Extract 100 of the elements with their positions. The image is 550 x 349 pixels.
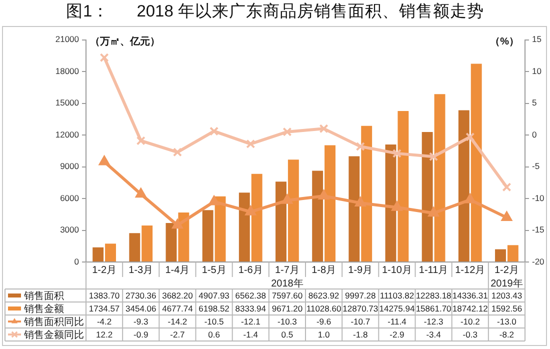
data-label: 9671.20 bbox=[272, 303, 303, 314]
bar bbox=[251, 174, 262, 262]
y-axis-title: （万㎡、亿元） bbox=[90, 36, 160, 48]
data-label: 12283.18 bbox=[416, 290, 452, 300]
x-tick-label: 1-10月 bbox=[382, 264, 412, 276]
data-label: 8333.94 bbox=[235, 303, 266, 314]
x-tick-label: 1-4月 bbox=[165, 264, 190, 276]
point bbox=[502, 182, 512, 192]
legend-label: 销售面积同比 bbox=[23, 316, 84, 328]
y-tick-label: 9000 bbox=[60, 161, 80, 172]
bar bbox=[166, 223, 177, 262]
x-tick-label: 1-11月 bbox=[418, 264, 448, 276]
point bbox=[210, 126, 219, 136]
bar bbox=[348, 156, 360, 262]
data-label: 1592.56 bbox=[491, 303, 522, 314]
data-label: 2730.36 bbox=[126, 290, 157, 300]
bar bbox=[312, 170, 324, 262]
x-tick-label: 1-2月 bbox=[92, 264, 117, 276]
data-label: -0.9 bbox=[134, 329, 148, 340]
data-label: -9.6 bbox=[316, 316, 332, 326]
bar bbox=[214, 196, 226, 262]
data-label: 11103.82 bbox=[380, 290, 414, 300]
x-tick-label: 1-2月 bbox=[494, 264, 519, 276]
x-tick-label: 1-6月 bbox=[238, 264, 263, 276]
x-tick-label: 1-8月 bbox=[312, 264, 336, 276]
data-label: 7597.60 bbox=[272, 290, 303, 300]
data-label: 4907.93 bbox=[198, 290, 230, 300]
y2-tick-label: 5 bbox=[532, 98, 537, 108]
point bbox=[392, 148, 402, 158]
point bbox=[392, 201, 402, 211]
point bbox=[208, 196, 220, 206]
bar bbox=[398, 110, 409, 262]
point bbox=[464, 194, 476, 204]
point bbox=[282, 127, 292, 136]
bar bbox=[324, 145, 336, 262]
point bbox=[501, 212, 512, 222]
data-label: 12870.73 bbox=[342, 303, 378, 314]
point bbox=[319, 124, 328, 134]
point bbox=[429, 152, 438, 162]
point bbox=[246, 139, 256, 148]
x-tick-label: 1-9月 bbox=[348, 264, 373, 276]
data-label: 12.2 bbox=[96, 329, 113, 340]
bar bbox=[92, 247, 104, 262]
data-label: -10.5 bbox=[204, 316, 224, 326]
data-label: 15861.70 bbox=[416, 303, 452, 314]
bar bbox=[142, 225, 153, 262]
data-label: 6198.52 bbox=[198, 303, 230, 314]
point bbox=[100, 53, 109, 62]
data-label: -13.0 bbox=[497, 316, 517, 326]
bar bbox=[288, 160, 299, 262]
x-tick-label: 1-5月 bbox=[202, 264, 226, 276]
bar bbox=[129, 233, 140, 262]
data-label: 1734.57 bbox=[88, 303, 120, 314]
data-label: 11028.60 bbox=[306, 303, 342, 314]
point bbox=[428, 207, 439, 217]
legend-label: 销售金额同比 bbox=[23, 328, 84, 341]
point bbox=[136, 188, 146, 198]
y-tick-label: 3000 bbox=[60, 224, 80, 235]
x-tick-label: 1-7月 bbox=[274, 264, 300, 276]
y-tick-label: 21000 bbox=[55, 34, 80, 44]
point bbox=[282, 194, 293, 204]
point bbox=[136, 136, 146, 146]
bar bbox=[422, 132, 433, 262]
data-label: -12.3 bbox=[424, 316, 444, 326]
text: 2018年 bbox=[271, 277, 304, 290]
data-label: 6562.38 bbox=[235, 290, 266, 300]
data-label: -10.3 bbox=[278, 316, 298, 326]
data-label: -9.3 bbox=[134, 316, 148, 326]
legend-label: 销售面积 bbox=[23, 290, 64, 302]
data-label: 18742.12 bbox=[452, 303, 488, 314]
data-label: -0.3 bbox=[462, 329, 478, 340]
y2-tick-label: -15 bbox=[532, 224, 545, 235]
bar bbox=[276, 182, 286, 262]
data-label: -8.2 bbox=[499, 329, 514, 340]
y2-tick-label: -20 bbox=[532, 256, 545, 266]
point bbox=[245, 206, 256, 216]
point bbox=[355, 196, 366, 206]
y-tick-label: 6000 bbox=[60, 192, 80, 203]
point bbox=[98, 156, 110, 166]
x-tick-label: 1-12月 bbox=[455, 264, 486, 276]
y-tick-label: 15000 bbox=[55, 98, 80, 108]
data-label: -12.1 bbox=[240, 316, 261, 326]
y2-tick-label: -5 bbox=[532, 161, 540, 172]
y-tick-label: 12000 bbox=[55, 129, 80, 140]
data-label: 14336.31 bbox=[452, 290, 488, 300]
data-label: 4677.74 bbox=[162, 303, 194, 314]
chart-title: 图1： 2018 年以来广东商品房销售面积、销售额走势 bbox=[66, 1, 484, 20]
bar bbox=[238, 192, 250, 262]
data-label: -3.4 bbox=[426, 329, 442, 340]
x-tick-label: 1-3月 bbox=[128, 264, 154, 276]
bar bbox=[495, 249, 506, 262]
legend-label: 销售金额 bbox=[23, 302, 64, 315]
data-label: 9997.28 bbox=[345, 290, 376, 300]
y-tick-label: 18000 bbox=[55, 66, 80, 76]
data-label: -2.7 bbox=[170, 329, 186, 340]
point bbox=[318, 190, 330, 200]
data-label: -4.2 bbox=[96, 316, 112, 326]
y2-tick-label: 0 bbox=[532, 129, 537, 140]
data-label: -2.9 bbox=[390, 329, 405, 340]
y2-tick-label: 15 bbox=[532, 34, 542, 44]
